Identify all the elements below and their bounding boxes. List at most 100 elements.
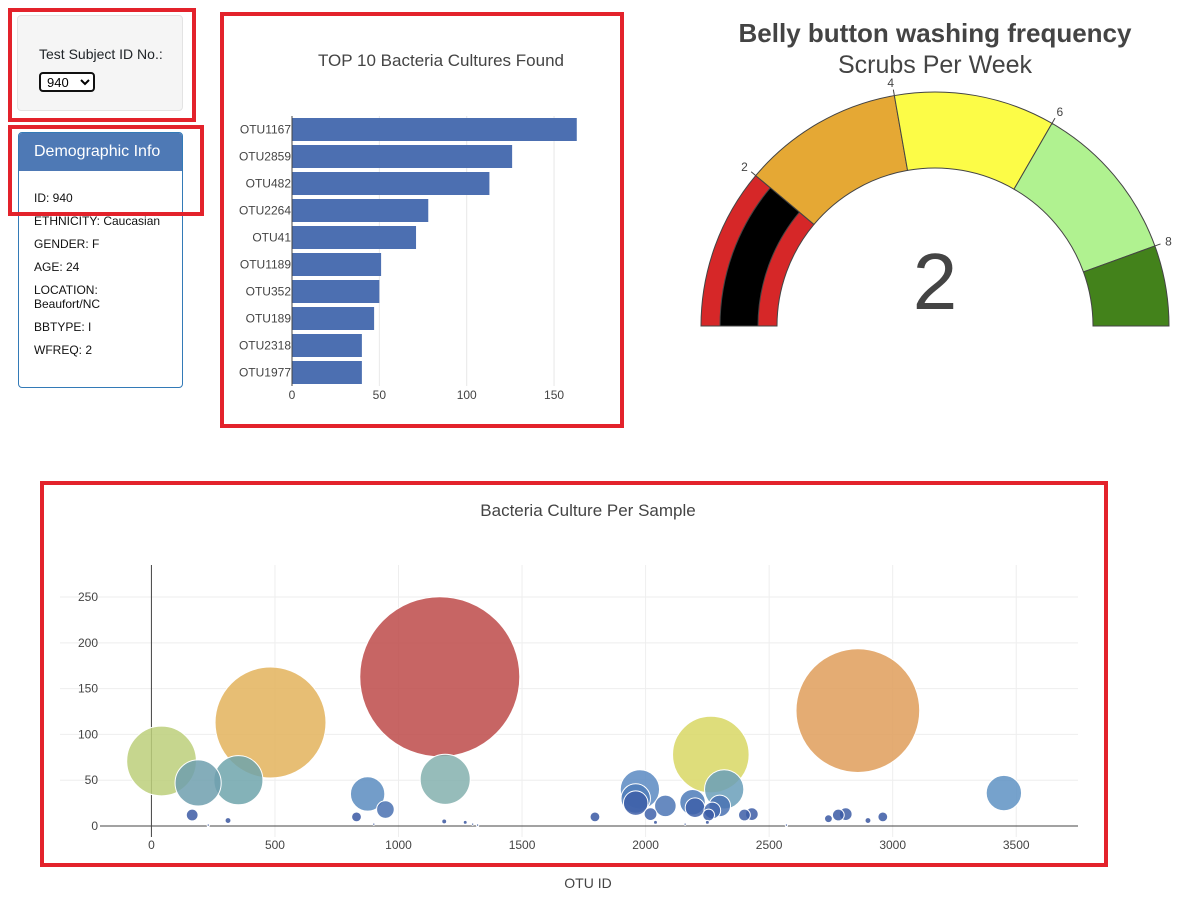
bubble-point [654,794,677,818]
gauge-title: Belly button washing frequency [739,18,1132,48]
gauge-step [1082,245,1170,327]
bar-category-label: OTU482 [246,177,292,191]
bar-category-label: OTU1977 [239,366,291,380]
bubble-y-tick-label: 0 [91,819,98,833]
bubble-point [985,774,1023,812]
demographic-row-bbtype: BBTYPE: I [34,320,92,334]
bubble-chart-title: Bacteria Culture Per Sample [480,501,695,520]
gauge-tick [750,171,757,176]
bubble-point [174,759,222,807]
bubble-x-tick-label: 3500 [1003,838,1030,852]
gauge-subtitle: Scrubs Per Week [838,51,1033,79]
gauge-tick-label: 4 [887,76,894,90]
subject-id-dropdown[interactable]: 940 [39,72,95,92]
bubble-point [185,808,199,822]
bubble-point [462,819,468,825]
bar-category-label: OTU2859 [239,150,291,164]
bar-x-tick-label: 150 [544,388,564,402]
bar-category-label: OTU352 [246,285,292,299]
bubble-point [795,648,921,773]
demographic-panel-title: Demographic Info [19,133,182,171]
demographic-row-location: LOCATION: Beaufort/NC [34,283,101,311]
bar-rect [292,280,380,303]
bar-category-label: OTU2264 [239,204,291,218]
bubble-point [877,811,889,823]
gauge-tick-label: 2 [741,160,748,174]
bubble-x-tick-label: 2500 [756,838,783,852]
bubble-point [224,817,232,824]
demographic-panel: Demographic Info ID: 940 ETHNICITY: Cauc… [18,132,183,388]
bar-rect [292,199,429,222]
bubble-point [643,807,658,821]
bubble-point [864,817,872,824]
demographic-row-wfreq: WFREQ: 2 [34,343,93,357]
bubble-point [824,814,833,824]
bar-x-tick-label: 100 [457,388,477,402]
bubble-point [441,818,448,825]
bubble-point [206,823,210,827]
bubble-x-tick-label: 2000 [632,838,659,852]
bar-rect [292,361,362,384]
bubble-point [831,808,845,822]
bar-x-tick-label: 50 [373,388,387,402]
bubble-point [622,790,649,816]
bubble-x-tick-label: 1500 [509,838,536,852]
bubble-point [349,776,386,812]
bubble-point [683,822,687,826]
bar-category-label: OTU1167 [240,123,291,137]
gauge-tick-label: 6 [1057,105,1064,119]
gauge-value: 2 [913,237,958,326]
bubble-y-tick-label: 200 [78,636,98,650]
bubble-y-tick-label: 100 [78,727,98,741]
bubble-point [738,808,751,822]
bar-category-label: OTU2318 [239,339,291,353]
bubble-y-tick-label: 150 [78,682,98,696]
gauge-tick [1154,243,1161,247]
bubble-y-tick-label: 250 [78,590,98,604]
demographic-row-gender: GENDER: F [34,237,100,251]
bubble-point [470,822,475,826]
demographic-row-age: AGE: 24 [34,260,80,274]
bubble-point [372,822,376,826]
bubble-x-tick-label: 1000 [385,838,412,852]
bubble-point [351,811,362,823]
gauge-tick [1051,117,1056,124]
bar-rect [292,334,362,357]
highlight-box-demographic [8,125,204,216]
bubble-x-axis-label: OTU ID [564,875,611,891]
bar-rect [292,145,513,168]
bubble-point [704,819,710,825]
bubble-point [214,666,327,779]
bar-x-tick-label: 0 [289,388,296,402]
gauge-tick [892,89,895,96]
gauge-value-bar [719,187,801,327]
demographic-row-ethnicity: ETHNICITY: Caucasian [34,214,161,228]
subject-id-label: Test Subject ID No.: [39,46,163,62]
bubble-point [475,823,480,827]
demographic-row-id: ID: 940 [34,191,73,205]
bubble-x-tick-label: 0 [148,838,155,852]
bubble-point [376,800,395,819]
bubble-point [784,823,789,827]
demographic-panel-body: ID: 940 ETHNICITY: Caucasian GENDER: F A… [19,171,182,357]
bubble-x-tick-label: 500 [265,838,285,852]
highlight-box-bubble-chart [40,481,1108,867]
bar-rect [292,307,375,330]
bar-rect [292,172,490,195]
bar-chart-title: TOP 10 Bacteria Cultures Found [318,51,564,70]
gauge-tick-label: 8 [1165,235,1172,249]
bar-rect [292,253,382,276]
bar-rect [292,226,417,249]
bar-category-label: OTU41 [252,231,291,245]
highlight-box-bar-chart [220,12,624,428]
bar-category-label: OTU1189 [240,258,291,272]
bubble-point [653,819,658,825]
bubble-point [419,753,471,805]
bubble-y-tick-label: 50 [85,773,99,787]
subject-selector-panel: Test Subject ID No.: 940 [17,15,183,111]
highlight-box-selector [8,8,196,122]
bar-category-label: OTU189 [246,312,292,326]
